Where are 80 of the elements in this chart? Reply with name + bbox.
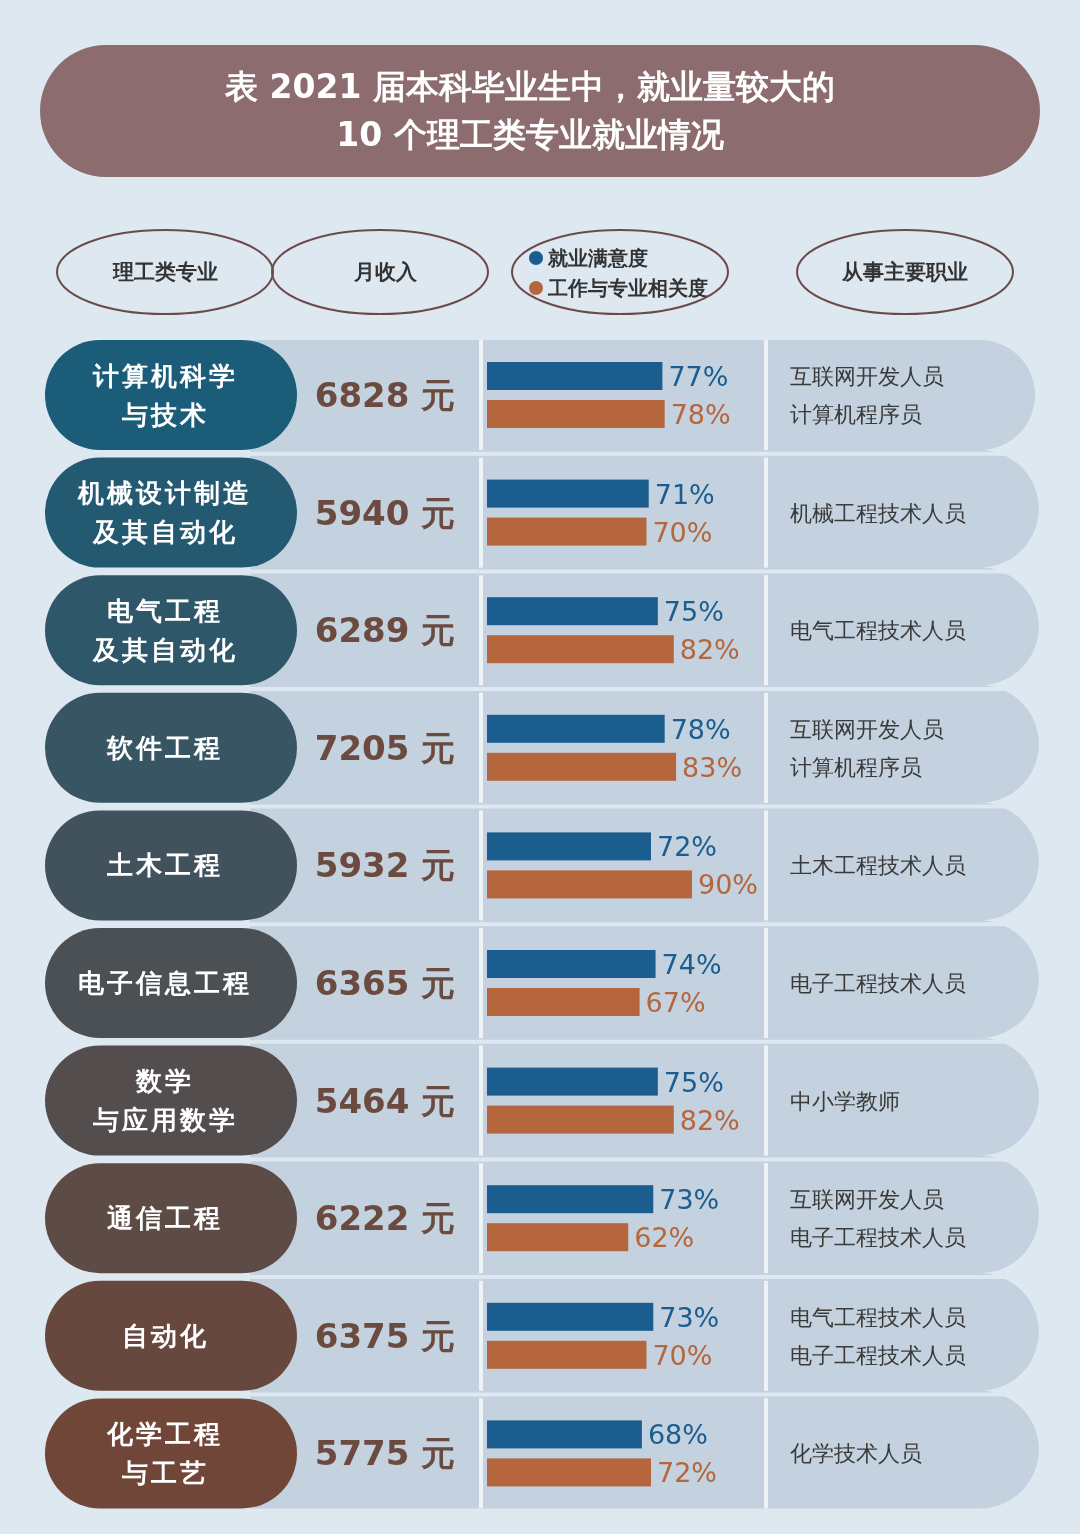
data-label: 75% <box>663 1066 724 1098</box>
text: 计算机程序员 <box>790 401 922 427</box>
y-tick-label: 机械设计制造及其自动化 <box>77 478 252 548</box>
y-tick-label: 软件工程 <box>106 732 223 763</box>
text: 互联网开发人员 <box>790 716 944 742</box>
bar <box>487 1223 629 1252</box>
bar <box>487 1185 654 1214</box>
data-label: 72% <box>657 830 718 862</box>
text: 化学技术人员 <box>790 1440 922 1466</box>
text: 从事主要职业 <box>841 260 968 284</box>
data-label: 75% <box>663 595 724 627</box>
y-tick-label: 电气工程及其自动化 <box>91 595 238 665</box>
bar <box>487 1458 651 1487</box>
text: 5775 元 <box>314 1433 456 1474</box>
bar <box>487 635 674 664</box>
text: 6365 元 <box>314 963 456 1003</box>
data-label: 77% <box>668 360 729 392</box>
bar <box>487 988 640 1016</box>
bar <box>487 517 647 546</box>
data-label: 83% <box>682 751 743 783</box>
text: 6222 元 <box>314 1198 456 1239</box>
text: 5464 元 <box>314 1080 456 1121</box>
text: 5932 元 <box>314 845 456 886</box>
legend-label: 工作与专业相关度 <box>547 276 708 300</box>
text: 电子工程技术人员 <box>790 970 966 996</box>
data-label: 73% <box>659 1183 720 1215</box>
bar <box>487 597 658 626</box>
data-label: 82% <box>679 1104 740 1136</box>
data-label: 90% <box>698 868 759 900</box>
text: 中小学教师 <box>790 1088 900 1114</box>
bar <box>487 752 677 781</box>
y-tick-label: 自动化 <box>121 1320 209 1351</box>
y-tick-label: 电子信息工程 <box>78 968 252 998</box>
text: 5940 元 <box>314 492 456 533</box>
data-label: 62% <box>634 1221 695 1253</box>
data-label: 71% <box>654 478 715 510</box>
bar <box>487 1105 674 1134</box>
data-label: 74% <box>661 948 722 980</box>
chart-title: 表 2021 届本科毕业生中，就业量较大的 10 个理工类专业就业情况 <box>224 66 835 154</box>
text: 土木工程技术人员 <box>790 852 966 878</box>
text: 6289 元 <box>314 610 456 651</box>
y-tick-label: 化学工程与工艺 <box>106 1418 223 1488</box>
bar <box>487 1420 642 1449</box>
text: 机械工程技术人员 <box>790 500 966 526</box>
text: 互联网开发人员 <box>790 1186 944 1212</box>
text: 电子工程技术人员 <box>790 1342 966 1368</box>
bar <box>487 362 663 390</box>
data-label: 82% <box>679 633 740 665</box>
text: 电子工程技术人员 <box>790 1224 966 1250</box>
bar <box>487 714 665 743</box>
y-tick-label: 计算机科学与技术 <box>91 360 238 430</box>
text: 月收入 <box>352 260 418 284</box>
text: 计算机程序员 <box>790 754 922 780</box>
data-label: 67% <box>645 986 706 1018</box>
bar <box>487 870 692 899</box>
bar <box>487 832 651 861</box>
bar <box>487 1302 654 1331</box>
bar <box>487 400 665 428</box>
data-label: 72% <box>657 1456 718 1488</box>
data-label: 70% <box>652 516 713 548</box>
data-label: 73% <box>659 1301 720 1333</box>
text: 电气工程技术人员 <box>790 1304 966 1330</box>
text: 电气工程技术人员 <box>790 617 966 643</box>
bar <box>487 1340 647 1369</box>
bar <box>487 479 649 508</box>
text: 理工类专业 <box>111 260 218 284</box>
bar <box>487 1067 658 1096</box>
data-label: 78% <box>670 398 731 430</box>
bar <box>487 950 656 978</box>
text: 6828 元 <box>314 375 456 415</box>
legend-label: 就业满意度 <box>547 246 648 270</box>
text: 互联网开发人员 <box>790 363 944 389</box>
data-label: 78% <box>670 713 731 745</box>
y-tick-label: 通信工程 <box>107 1203 223 1234</box>
text: 7205 元 <box>314 727 456 768</box>
text: 6375 元 <box>314 1315 456 1356</box>
y-tick-label: 数学与应用数学 <box>91 1066 238 1136</box>
data-label: 68% <box>647 1418 708 1450</box>
y-tick-label: 土木工程 <box>106 850 223 881</box>
data-label: 70% <box>652 1339 713 1371</box>
